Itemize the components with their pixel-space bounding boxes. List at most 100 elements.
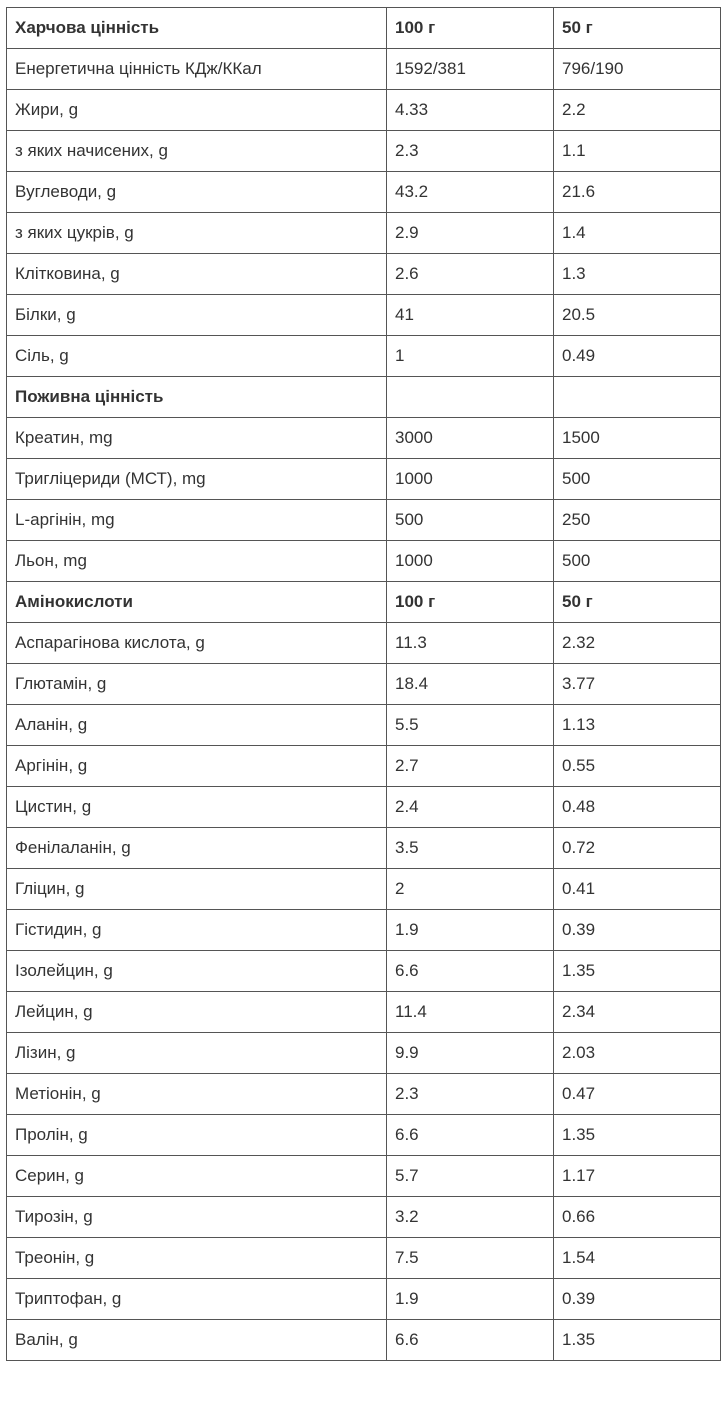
table-cell: 500 [553,458,721,500]
table-cell: 5.7 [386,1155,554,1197]
table-cell: L-аргінін, mg [6,499,387,541]
table-cell: Тригліцериди (МСТ), mg [6,458,387,500]
table-cell: Треонін, g [6,1237,387,1279]
table-cell: 2.03 [553,1032,721,1074]
table-row: Ізолейцин, g 6.6 1.35 [6,950,721,992]
table-cell: Аланін, g [6,704,387,746]
table-cell: Гістидин, g [6,909,387,951]
table-cell: 43.2 [386,171,554,213]
table-cell: 1.54 [553,1237,721,1279]
table-row: Аспарагінова кислота, g 11.3 2.32 [6,622,721,664]
table-row: Жири, g 4.33 2.2 [6,89,721,131]
table-row: Треонін, g 7.5 1.54 [6,1237,721,1279]
table-row: Метіонін, g 2.3 0.47 [6,1073,721,1115]
table-cell: 1592/381 [386,48,554,90]
table-cell: 2.7 [386,745,554,787]
table-cell: Гліцин, g [6,868,387,910]
header-cell [553,376,721,418]
table-cell: 1.9 [386,1278,554,1320]
table-cell: 0.49 [553,335,721,377]
header-cell: Поживна цінність [6,376,387,418]
table-cell: 0.47 [553,1073,721,1115]
table-cell: 0.66 [553,1196,721,1238]
table-row: Гістидин, g 1.9 0.39 [6,909,721,951]
header-cell: 50 г [553,581,721,623]
table-cell: 1000 [386,540,554,582]
table-cell: 21.6 [553,171,721,213]
table-row: Валін, g 6.6 1.35 [6,1319,721,1361]
table-cell: 11.4 [386,991,554,1033]
table-cell: 2.4 [386,786,554,828]
table-cell: 3.77 [553,663,721,705]
table-row: Аланін, g 5.5 1.13 [6,704,721,746]
table-cell: 2.6 [386,253,554,295]
table-cell: Цистин, g [6,786,387,828]
table-cell: 6.6 [386,950,554,992]
table-cell: Ізолейцин, g [6,950,387,992]
section-header-row: Харчова цінність 100 г 50 г [6,7,721,49]
table-cell: 6.6 [386,1114,554,1156]
table-cell: 0.39 [553,909,721,951]
table-cell: 2.3 [386,1073,554,1115]
table-row: з яких цукрів, g 2.9 1.4 [6,212,721,254]
table-cell: Енергетична цінність КДж/ККал [6,48,387,90]
table-cell: 0.48 [553,786,721,828]
table-row: Клітковина, g 2.6 1.3 [6,253,721,295]
table-cell: з яких начисених, g [6,130,387,172]
table-cell: 2.32 [553,622,721,664]
table-row: Лізин, g 9.9 2.03 [6,1032,721,1074]
header-cell: Харчова цінність [6,7,387,49]
table-cell: 1.13 [553,704,721,746]
table-cell: 1.35 [553,950,721,992]
table-row: Вуглеводи, g 43.2 21.6 [6,171,721,213]
table-row: L-аргінін, mg 500 250 [6,499,721,541]
table-cell: 0.72 [553,827,721,869]
table-cell: 1.35 [553,1319,721,1361]
table-row: Енергетична цінність КДж/ККал 1592/381 796… [6,48,721,90]
table-cell: 2 [386,868,554,910]
table-row: Пролін, g 6.6 1.35 [6,1114,721,1156]
table-cell: Льон, mg [6,540,387,582]
section-header-row: Поживна цінність [6,376,721,418]
table-cell: 500 [386,499,554,541]
table-cell: 11.3 [386,622,554,664]
table-row: Креатин, mg 3000 1500 [6,417,721,459]
table-cell: 5.5 [386,704,554,746]
table-cell: 41 [386,294,554,336]
table-cell: Креатин, mg [6,417,387,459]
header-cell: Амінокислоти [6,581,387,623]
table-row: Тригліцериди (МСТ), mg 1000 500 [6,458,721,500]
table-cell: 1500 [553,417,721,459]
table-row: Сіль, g 1 0.49 [6,335,721,377]
table-cell: 4.33 [386,89,554,131]
table-cell: Валін, g [6,1319,387,1361]
table-row: Фенілаланін, g 3.5 0.72 [6,827,721,869]
table-row: Серин, g 5.7 1.17 [6,1155,721,1197]
table-cell: 1000 [386,458,554,500]
table-cell: Білки, g [6,294,387,336]
header-cell: 100 г [386,581,554,623]
table-cell: 0.55 [553,745,721,787]
table-cell: Глютамін, g [6,663,387,705]
table-cell: 1 [386,335,554,377]
table-cell: Сіль, g [6,335,387,377]
table-cell: Триптофан, g [6,1278,387,1320]
table-cell: 3.2 [386,1196,554,1238]
table-row: Білки, g 41 20.5 [6,294,721,336]
table-cell: Жири, g [6,89,387,131]
table-row: Глютамін, g 18.4 3.77 [6,663,721,705]
table-cell: Лейцин, g [6,991,387,1033]
table-cell: Аспарагінова кислота, g [6,622,387,664]
table-cell: Лізин, g [6,1032,387,1074]
table-cell: 250 [553,499,721,541]
table-row: Льон, mg 1000 500 [6,540,721,582]
table-cell: Серин, g [6,1155,387,1197]
table-cell: 1.4 [553,212,721,254]
table-cell: 7.5 [386,1237,554,1279]
header-cell: 50 г [553,7,721,49]
table-row: Триптофан, g 1.9 0.39 [6,1278,721,1320]
header-cell: 100 г [386,7,554,49]
table-cell: 500 [553,540,721,582]
table-cell: 1.9 [386,909,554,951]
header-cell [386,376,554,418]
